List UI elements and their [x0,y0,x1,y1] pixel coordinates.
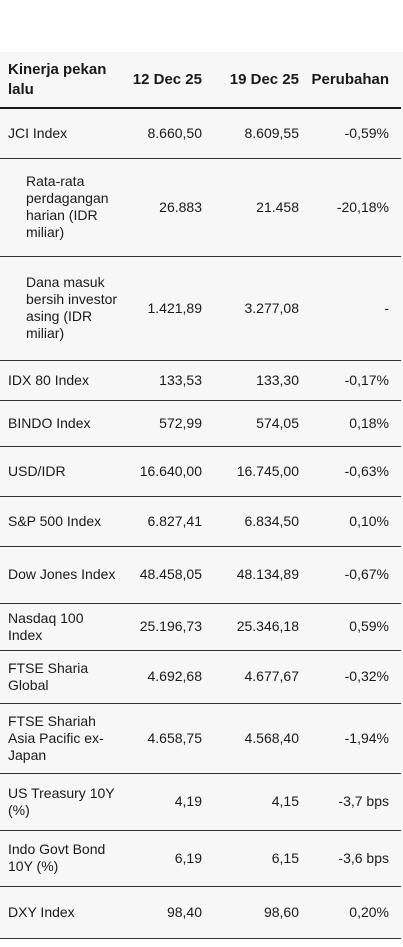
row-value-1: 6,19 [120,830,210,887]
table-row: BINDO Index 572,99 574,05 0,18% [0,400,401,447]
row-value-2: 574,05 [210,400,307,447]
row-value-1: 4,19 [120,773,210,831]
table-row: FTSE Sharia Global 4.692,68 4.677,67 -0,… [0,650,401,704]
row-value-1: 8.660,50 [120,108,210,159]
row-label: US Treasury 10Y (%) [0,773,120,831]
row-value-2: 6.834,50 [210,496,307,547]
header-date-1: 12 Dec 25 [120,52,210,109]
row-value-1: 26.883 [120,158,210,257]
row-value-2: 4.568,40 [210,703,307,774]
table-header-row: Kinerja pekan lalu 12 Dec 25 19 Dec 25 P… [0,52,401,109]
table-row: Nasdaq 100 Index 25.196,73 25.346,18 0,5… [0,603,401,651]
row-value-2: 6,15 [210,830,307,887]
row-value-2: 8.609,55 [210,108,307,159]
row-label: S&P 500 Index [0,496,120,547]
row-change: -0,67% [307,546,401,604]
row-value-1: 16.640,00 [120,446,210,497]
row-label: DXY Index [0,886,120,939]
top-spacer [0,0,403,52]
row-value-1: 6.827,41 [120,496,210,547]
table-row: IDX 80 Index 133,53 133,30 -0,17% [0,360,401,401]
row-change: -3,6 bps [307,830,401,887]
row-value-2: 25.346,18 [210,603,307,651]
row-change: 0,20% [307,886,401,939]
table-row: Indo Govt Bond 10Y (%) 6,19 6,15 -3,6 bp… [0,830,401,887]
header-label: Kinerja pekan lalu [0,52,120,109]
weekly-performance-table: Kinerja pekan lalu 12 Dec 25 19 Dec 25 P… [0,52,401,939]
table-row: US Treasury 10Y (%) 4,19 4,15 -3,7 bps [0,773,401,831]
row-value-2: 98,60 [210,886,307,939]
row-value-2: 16.745,00 [210,446,307,497]
table-row: FTSE Shariah Asia Pacific ex-Japan 4.658… [0,703,401,774]
row-value-2: 48.134,89 [210,546,307,604]
row-value-1: 4.658,75 [120,703,210,774]
row-value-1: 48.458,05 [120,546,210,604]
row-change: -0,32% [307,650,401,704]
header-change: Perubahan [307,52,401,109]
row-change: 0,59% [307,603,401,651]
row-label: Nasdaq 100 Index [0,603,120,651]
row-change: -0,63% [307,446,401,497]
table-row: S&P 500 Index 6.827,41 6.834,50 0,10% [0,496,401,547]
row-change: -20,18% [307,158,401,257]
row-label: Indo Govt Bond 10Y (%) [0,830,120,887]
row-label: JCI Index [0,108,120,159]
row-change: -1,94% [307,703,401,774]
row-label: USD/IDR [0,446,120,497]
weekly-performance-table-container: Kinerja pekan lalu 12 Dec 25 19 Dec 25 P… [0,52,403,939]
table-row: DXY Index 98,40 98,60 0,20% [0,886,401,939]
row-value-2: 4,15 [210,773,307,831]
row-value-2: 133,30 [210,360,307,401]
row-label: BINDO Index [0,400,120,447]
row-change: 0,10% [307,496,401,547]
table-row: Rata-rata perdagangan harian (IDR miliar… [0,158,401,257]
row-label: FTSE Sharia Global [0,650,120,704]
table-row: Dana masuk bersih investor asing (IDR mi… [0,256,401,361]
table-row: JCI Index 8.660,50 8.609,55 -0,59% [0,108,401,159]
row-change: -0,59% [307,108,401,159]
header-date-2: 19 Dec 25 [210,52,307,109]
row-change: 0,18% [307,400,401,447]
row-value-2: 3.277,08 [210,256,307,361]
row-value-1: 25.196,73 [120,603,210,651]
table-row: USD/IDR 16.640,00 16.745,00 -0,63% [0,446,401,497]
row-value-1: 572,99 [120,400,210,447]
row-value-2: 4.677,67 [210,650,307,704]
row-label: FTSE Shariah Asia Pacific ex-Japan [0,703,120,774]
table-row: Dow Jones Index 48.458,05 48.134,89 -0,6… [0,546,401,604]
row-label: IDX 80 Index [0,360,120,401]
row-value-1: 1.421,89 [120,256,210,361]
row-label: Dana masuk bersih investor asing (IDR mi… [0,256,120,361]
row-value-1: 133,53 [120,360,210,401]
row-change: - [307,256,401,361]
row-label: Rata-rata perdagangan harian (IDR miliar… [0,158,120,257]
row-change: -3,7 bps [307,773,401,831]
row-label: Dow Jones Index [0,546,120,604]
row-value-2: 21.458 [210,158,307,257]
row-change: -0,17% [307,360,401,401]
row-value-1: 98,40 [120,886,210,939]
row-value-1: 4.692,68 [120,650,210,704]
